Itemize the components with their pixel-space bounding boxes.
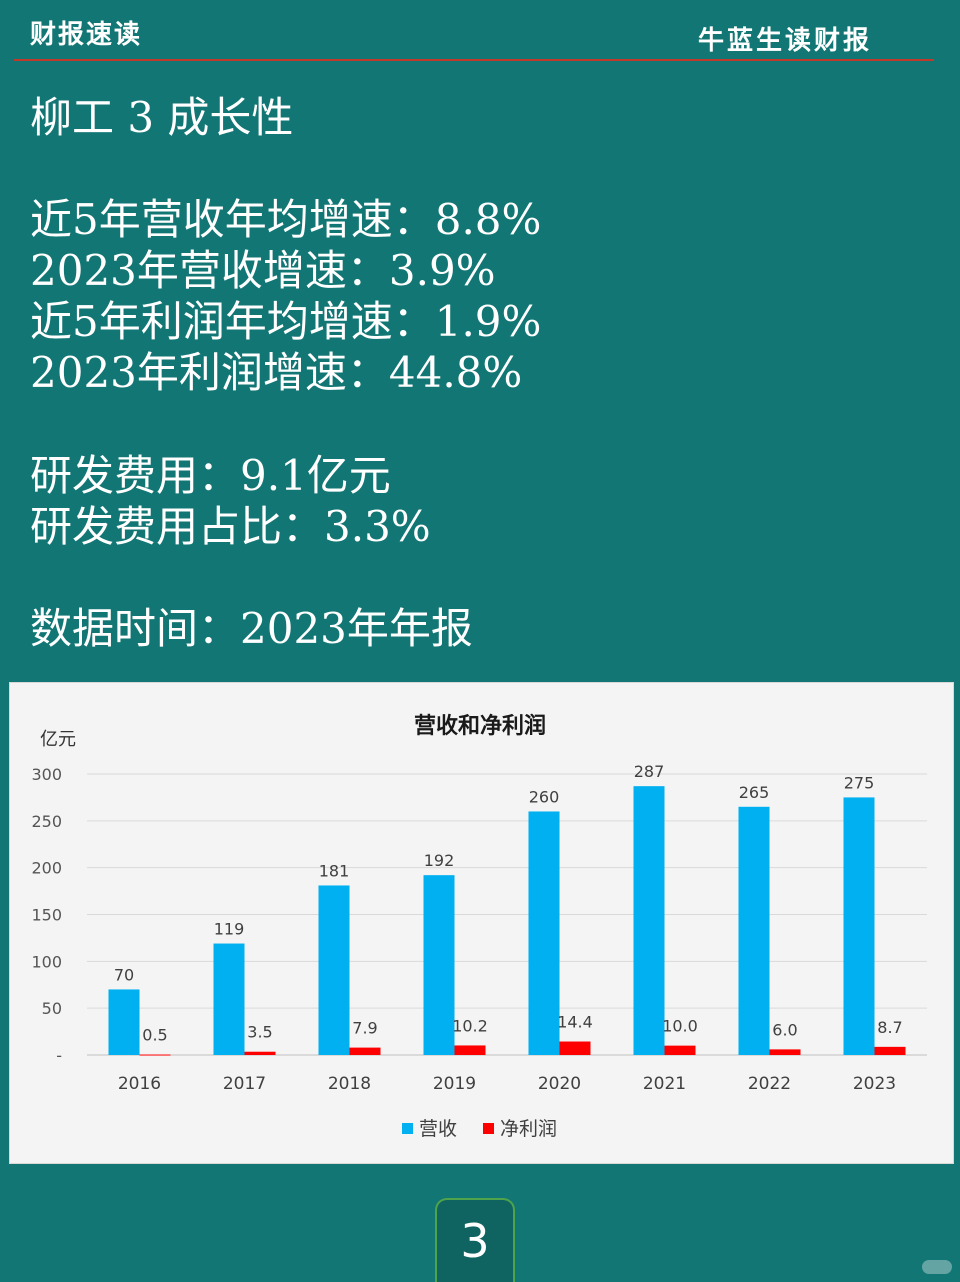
section-title: 柳工 3 成长性	[30, 93, 294, 142]
bar-net-profit	[139, 1054, 171, 1056]
data-label-net-profit: 6.0	[772, 1020, 797, 1039]
bar-revenue	[633, 786, 665, 1055]
stat-rnd-expense: 研发费用：9.1亿元	[30, 451, 391, 500]
data-label-revenue: 287	[634, 762, 665, 781]
legend-label: 营收	[419, 1118, 457, 1140]
x-tick-label: 2019	[433, 1074, 476, 1094]
legend-label: 净利润	[500, 1118, 557, 1140]
bar-net-profit	[349, 1047, 381, 1055]
y-tick-label: 300	[31, 765, 62, 784]
bar-net-profit	[559, 1041, 591, 1055]
watermark-pill	[922, 1260, 952, 1274]
data-label-net-profit: 10.0	[662, 1017, 698, 1036]
stat-rnd-ratio: 研发费用占比：3.3%	[30, 502, 431, 551]
data-label-revenue: 260	[529, 787, 560, 806]
data-label-revenue: 275	[844, 773, 875, 792]
bar-net-profit	[244, 1051, 276, 1055]
stat-profit-growth-2023: 2023年利润增速：44.8%	[30, 348, 523, 397]
y-tick-label: 200	[31, 859, 62, 878]
y-tick-label: -	[56, 1046, 62, 1065]
data-label-revenue: 70	[114, 965, 134, 984]
y-tick-label: 100	[31, 952, 62, 971]
data-label-revenue: 181	[319, 861, 350, 880]
bar-net-profit	[454, 1045, 486, 1055]
chart-title: 营收和净利润	[414, 713, 546, 739]
bar-revenue	[213, 943, 245, 1055]
bar-net-profit	[874, 1046, 906, 1055]
bar-revenue	[108, 989, 140, 1055]
x-tick-label: 2018	[328, 1074, 371, 1094]
bar-net-profit	[769, 1049, 801, 1055]
bar-revenue	[318, 885, 350, 1055]
stat-profit-cagr: 近5年利润年均增速：1.9%	[30, 297, 542, 346]
x-tick-label: 2023	[853, 1074, 896, 1094]
chart-canvas: 营收和净利润 亿元 - 50 100 150 200 250 300 70 0.5 2016 119…	[31, 713, 927, 1140]
x-tick-label: 2022	[748, 1074, 791, 1094]
bar-revenue	[843, 797, 875, 1055]
revenue-profit-chart: 营收和净利润 亿元 - 50 100 150 200 250 300 70 0.5 2016 119…	[9, 682, 954, 1164]
data-label-revenue: 265	[739, 783, 770, 802]
bar-revenue	[738, 806, 770, 1055]
data-label-revenue: 119	[214, 920, 245, 939]
stat-revenue-growth-2023: 2023年营收增速：3.9%	[30, 246, 496, 295]
legend-swatch	[402, 1123, 413, 1134]
data-label-net-profit: 14.4	[557, 1013, 593, 1032]
y-tick-label: 150	[31, 906, 62, 925]
header-left-title: 财报速读	[30, 20, 143, 50]
x-tick-label: 2020	[538, 1074, 581, 1094]
x-tick-label: 2017	[223, 1074, 266, 1094]
stat-revenue-cagr: 近5年营收年均增速：8.8%	[30, 195, 542, 244]
data-label-net-profit: 0.5	[142, 1026, 167, 1045]
bar-revenue	[423, 875, 455, 1055]
x-tick-label: 2021	[643, 1074, 686, 1094]
bar-revenue	[528, 811, 560, 1055]
legend-swatch	[483, 1123, 494, 1134]
data-label-revenue: 192	[424, 851, 455, 870]
data-label-net-profit: 3.5	[247, 1023, 272, 1042]
data-label-net-profit: 7.9	[352, 1019, 377, 1038]
header-divider	[14, 59, 934, 61]
y-tick-label: 50	[42, 999, 62, 1018]
y-tick-label: 250	[31, 812, 62, 831]
y-axis-unit-label: 亿元	[40, 729, 76, 750]
data-period: 数据时间：2023年年报	[30, 604, 473, 653]
bar-net-profit	[664, 1045, 696, 1055]
page-number-badge: 3	[435, 1198, 515, 1282]
data-label-net-profit: 10.2	[452, 1016, 488, 1035]
header-right-brand: 牛蓝生读财报	[697, 26, 872, 56]
data-label-net-profit: 8.7	[877, 1018, 902, 1037]
x-tick-label: 2016	[118, 1074, 161, 1094]
